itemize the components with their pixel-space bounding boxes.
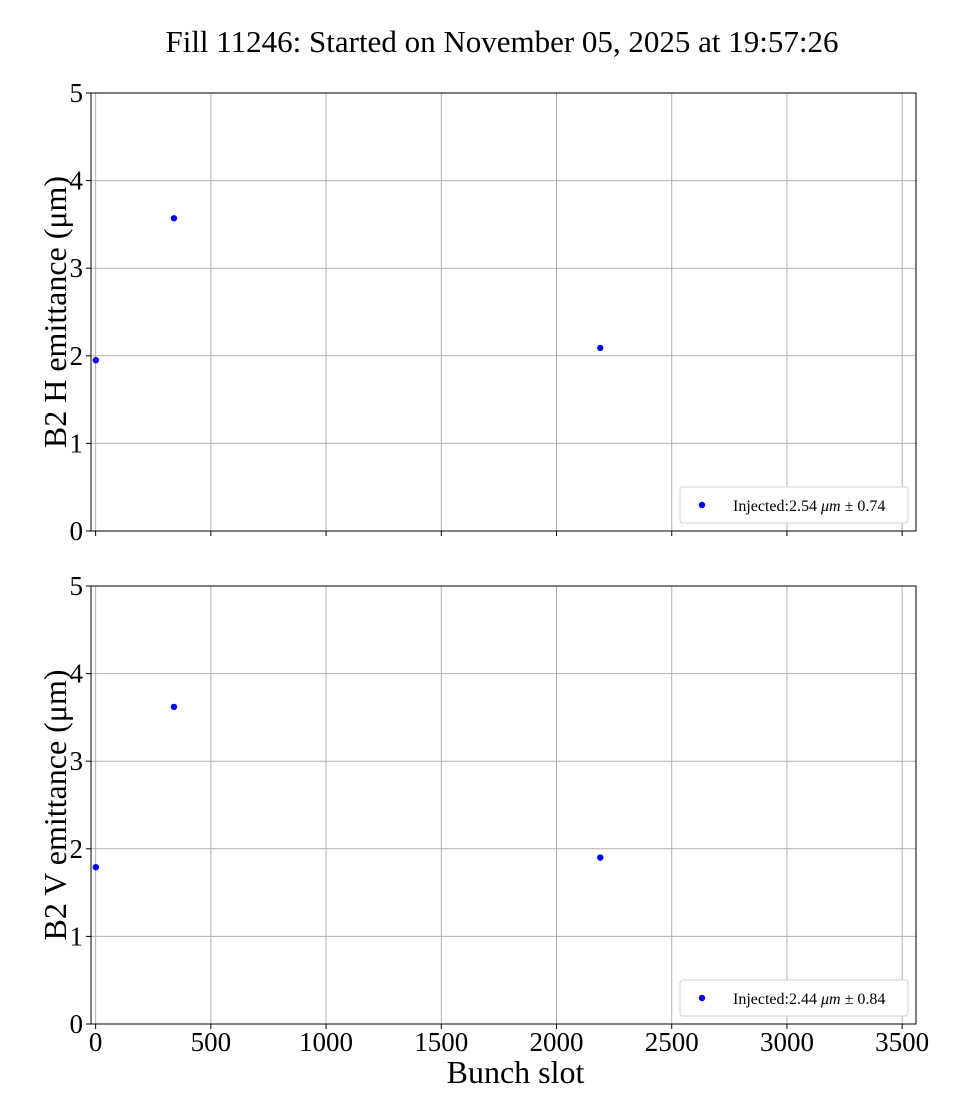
y-tick-label: 4 [70,166,84,196]
x-axis-label: Bunch slot [447,1054,585,1090]
plots-container: 0 1 2 3 4 5 B2 H emittance (μm) Injected:2.54 μ… [37,78,929,1090]
data-point [597,344,604,352]
legend-unit: μm [820,991,841,1008]
y-tick-label: 0 [70,1009,84,1039]
y-tick-label: 3 [70,253,84,283]
x-tick-label: 2000 [530,1027,584,1057]
y-tick-label: 1 [70,921,84,951]
legend-value: Injected:2.44 [733,991,821,1008]
legend-frame [679,486,909,524]
panel-1: 0 1 2 3 4 5 B2 H emittance (μm) Injected:2.54 μ… [37,78,917,546]
y-tick-label: 5 [70,571,84,601]
legend-marker [698,994,706,1002]
data-point [170,215,178,222]
data-point [92,863,100,871]
legend-error: ± 0.84 [841,991,886,1008]
plot-frame [90,92,917,532]
x-tick-label: 1000 [299,1027,353,1057]
y-tick-label: 5 [70,78,84,108]
x-tick-label: 0 [89,1027,103,1057]
y-tick-label: 2 [70,341,84,371]
y-tick-label: 2 [70,834,84,864]
x-tick-label: 2500 [645,1027,699,1057]
legend-error: ± 0.74 [841,498,886,515]
plot-frame [90,585,917,1025]
legend-value: Injected:2.54 [733,498,821,515]
y-tick-label: 3 [70,746,84,776]
legend: Injected:2.54 μm ± 0.74 [679,486,909,524]
data-point [597,854,604,861]
legend-label: Injected:2.44 μm ± 0.84 [733,991,885,1008]
y-tick-label: 1 [70,428,84,458]
y-tick-label: 0 [70,516,84,546]
panel-2: 0 500 1000 1500 2000 2500 3000 3500 0 1 2 3 4 5 B2 V e… [37,571,929,1090]
x-tick-label: 500 [191,1027,232,1057]
figure-title: Fill 11246: Started on November 05, 2025… [165,24,838,59]
data-point [170,703,178,711]
data-point [92,356,100,364]
x-tick-label: 3000 [760,1027,814,1057]
y-tick-label: 4 [70,659,84,689]
legend-frame [679,979,909,1017]
legend-marker [698,501,706,509]
legend: Injected:2.44 μm ± 0.84 [679,979,909,1017]
legend-label: Injected:2.54 μm ± 0.74 [733,498,885,515]
legend-unit: μm [820,498,841,515]
y-axis-label: B2 V emittance (μm) [37,669,73,940]
x-tick-label: 3500 [875,1027,929,1057]
y-axis-label: B2 H emittance (μm) [37,176,73,448]
x-tick-label: 1500 [414,1027,468,1057]
